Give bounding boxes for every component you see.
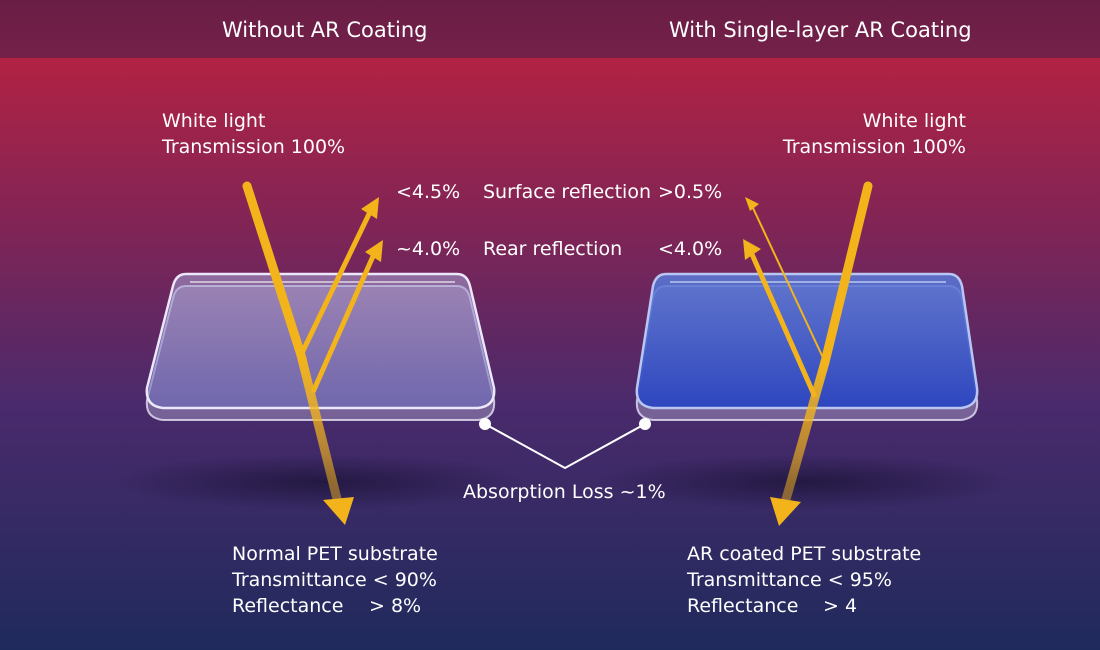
right-transmitted-arrowhead <box>770 497 801 526</box>
right-input-line2: Transmission 100% <box>782 136 966 158</box>
header-band <box>0 0 1100 58</box>
right-reflectance-value: > 4 <box>823 595 858 617</box>
right-absorption-dot <box>639 418 651 430</box>
right-rear-reflection-arrowhead <box>743 239 761 260</box>
right-substrate-shadow <box>595 454 1015 510</box>
right-surface-reflection-value: >0.5% <box>658 181 723 203</box>
surface-reflection-label: Surface reflection <box>483 181 652 203</box>
left-surface-reflection-value: <4.5% <box>396 181 461 203</box>
left-panel-title: Without AR Coating <box>222 18 428 42</box>
left-transmitted-arrowhead <box>323 497 354 525</box>
left-rear-reflection-value: ~4.0% <box>396 238 461 260</box>
left-absorption-dot <box>479 418 491 430</box>
left-transmittance: Transmittance < 90% <box>232 569 437 591</box>
right-rear-reflection-value: <4.0% <box>658 238 723 260</box>
right-input-line1: White light <box>862 110 966 132</box>
left-rear-reflection-arrowhead <box>365 240 383 262</box>
left-light-paths <box>242 181 383 525</box>
left-input-line2: Transmission 100% <box>162 136 346 158</box>
right-result-title: AR coated PET substrate <box>687 543 922 565</box>
right-light-paths <box>743 181 873 526</box>
left-pet-substrate <box>145 272 496 421</box>
right-reflectance-label: Reflectance <box>687 595 799 617</box>
right-ar-substrate <box>635 272 979 421</box>
left-substrate-shadow <box>110 454 530 510</box>
left-surface-reflection-arrowhead <box>361 197 379 219</box>
absorption-connector <box>479 418 651 470</box>
left-result-title: Normal PET substrate <box>232 543 438 565</box>
absorption-loss-label: Absorption Loss ~1% <box>463 481 666 503</box>
right-panel-title: With Single-layer AR Coating <box>669 18 972 42</box>
left-reflectance-value: > 8% <box>369 595 422 617</box>
rear-reflection-label: Rear reflection <box>483 238 623 260</box>
right-surface-reflection-arrowhead <box>745 197 759 211</box>
left-input-line1: White light <box>162 110 266 132</box>
left-reflectance-label: Reflectance <box>232 595 344 617</box>
right-transmittance: Transmittance < 95% <box>687 569 892 591</box>
